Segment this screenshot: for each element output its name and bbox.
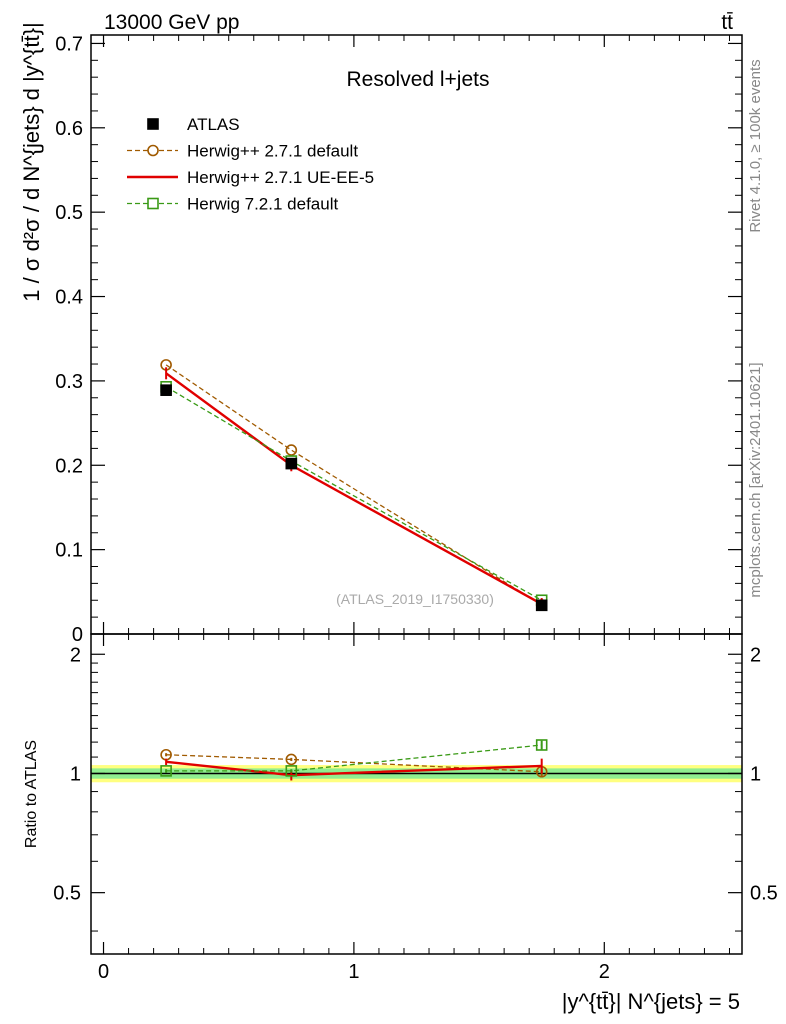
x-tick-label: 2 [599,961,610,983]
process-label: tt̄ [721,11,733,34]
legend: ATLAS Herwig++ 2.7.1 default Herwig++ 2.7.… [127,115,374,214]
ratio-line-2 [166,744,542,772]
legend-label: ATLAS [187,115,240,134]
legend-marker [147,197,159,210]
axis-ticks: 0 1 200.10.20.30.40.50.60.70.5 0.51 12 2 [53,33,778,983]
ratio-2-marker [535,739,548,751]
x-tick-label: 0 [98,961,109,983]
series-line-0 [165,364,543,606]
y-tick-label: 0.4 [55,287,83,309]
y-tick-label: 0.1 [55,540,83,562]
legend-label: Herwig++ 2.7.1 UE-EE-5 [187,168,374,187]
collision-energy-label: 13000 GeV pp [104,11,239,34]
ratio-2-marker [160,765,172,777]
x-tick-label: 1 [348,961,359,983]
y-tick-label: 0.7 [55,33,83,55]
ratio-y-tick-label-right: 2 [750,644,761,666]
data-marker [285,457,298,470]
x-axis-label: |y^{tt̄}| N^{jets} = 5 [562,989,740,1014]
y-tick-label: 0.6 [55,118,83,140]
y-tick-label: 0.3 [55,371,83,393]
legend-marker-atlas [147,118,159,130]
ratio-0-marker [285,753,298,766]
analysis-id: (ATLAS_2019_I1750330) [336,591,494,607]
ratio-y-tick-label-right: 1 [750,763,761,785]
ratio-2-marker [285,765,298,777]
ratio-y-axis-label: Ratio to ATLAS [23,740,40,848]
series-0-marker [285,444,298,456]
y-tick-label: 0.5 [55,202,83,224]
ratio-y-tick-label: 2 [70,644,81,666]
ratio-y-tick-label-right: 0.5 [750,883,778,905]
y-tick-label: 0.2 [55,455,83,477]
ratio-panel-frame [90,633,743,955]
ratio-y-tick-label: 0.5 [53,883,81,905]
rivet-version-label: Rivet 4.1.0, ≥ 100k events [747,59,764,232]
series-line-2 [165,386,543,601]
data-marker [160,384,172,396]
ratio-y-tick-label: 1 [70,763,81,785]
legend-label: Herwig++ 2.7.1 default [187,142,358,161]
y-axis-label: 1 / σ d²σ / d N^{jets} d |y^{tt̄}| [19,22,44,301]
legend-marker [147,144,159,157]
ratio-line-0 [166,754,542,773]
mcplots-label: mcplots.cern.ch [arXiv:2401.10621] [747,362,764,597]
legend-label: Herwig 7.2.1 default [187,195,338,214]
plot-title: Resolved l+jets [347,68,490,91]
y-tick-label: 0 [72,624,83,646]
data-marker [535,599,548,612]
